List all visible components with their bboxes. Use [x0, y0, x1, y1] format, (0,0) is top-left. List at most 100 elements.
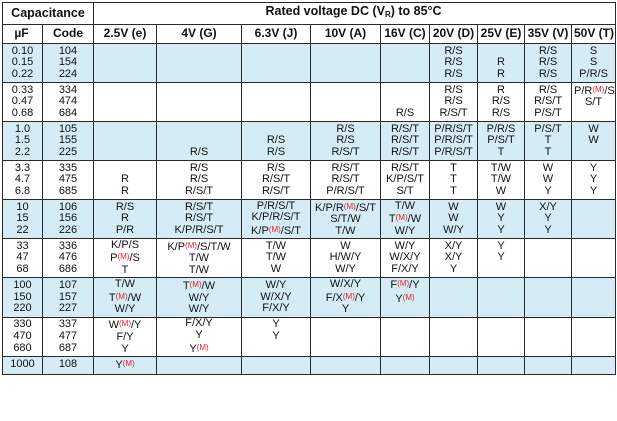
case-size-cell: R/S R/S R/S: [524, 43, 572, 83]
table-row: 1000 108 Y(M): [2, 355, 617, 375]
cell-line: R/S: [444, 44, 463, 57]
code-cell: 335 475 685: [42, 160, 94, 200]
cell-line: R/S: [189, 161, 209, 174]
code-cell: 334 474 684: [42, 82, 94, 122]
cell-line: [574, 343, 613, 355]
cell-line: [527, 303, 569, 315]
cell-line: Y: [121, 342, 129, 355]
cell-line: P/R/S/T: [326, 184, 365, 197]
cell-line: W(M)/Y: [108, 319, 142, 332]
cell-line: [159, 108, 239, 120]
cell-line: R/S: [266, 134, 286, 147]
cell-line: Y(M): [395, 292, 415, 305]
capacitance-value-cell: 330 470 680: [2, 316, 43, 357]
cell-line: 477: [58, 329, 78, 342]
mark-indicator: (M): [196, 342, 209, 352]
cell-line: [96, 108, 154, 120]
code-cell: 105 155 225: [42, 121, 94, 161]
rated-voltage-header: Rated voltage DC (VR) to 85°C: [92, 2, 617, 25]
capacitance-voltage-table: Capacitance Rated voltage DC (VR) to 85°…: [2, 2, 617, 375]
cell-line: T/W: [394, 199, 416, 212]
case-size-cell: P/R/S/T K/P/R/S/T K/P(M)/S/T: [241, 199, 311, 239]
cell-line: F/X(M)/Y: [325, 291, 366, 304]
case-size-cell: [156, 82, 242, 122]
code-cell: 106 156 226: [42, 199, 94, 239]
cell-line: 104: [58, 44, 78, 57]
mark-indicator: (M): [342, 291, 355, 301]
table-row: 33 47 68 336 476 686 K/P/S P(M)/S T K/P(M)/S/T/W T…: [2, 238, 617, 278]
cell-line: [159, 359, 239, 371]
voltage-column-header: 50V (T): [570, 24, 617, 44]
cell-line: R/S: [444, 56, 463, 69]
voltage-column-header: 25V (E): [477, 24, 525, 44]
capacitance-value-cell: 3.3 4.7 6.8: [2, 160, 43, 200]
case-size-cell: [310, 355, 381, 375]
cell-line: 684: [58, 106, 78, 119]
cell-line: T: [450, 184, 457, 197]
cell-line: Y: [589, 184, 598, 197]
case-size-cell: R/S: [156, 121, 242, 161]
cell-line: R/S: [538, 56, 558, 69]
cell-line: W: [448, 200, 459, 213]
cell-line: S: [589, 56, 598, 69]
cell-line: T/W: [188, 263, 210, 276]
cell-line: R/S: [266, 161, 286, 174]
cell-line: 0.15: [11, 56, 34, 69]
case-size-cell: [93, 82, 157, 122]
capacitance-header: Capacitance: [2, 2, 94, 25]
mark-indicator: (M): [122, 359, 135, 369]
cell-line: R/S: [336, 134, 355, 147]
case-size-cell: [524, 238, 572, 278]
case-size-cell: [477, 277, 525, 318]
cell-line: R/S: [538, 67, 558, 80]
code-cell: 336 476 686: [42, 238, 94, 278]
cell-line: R/S: [395, 106, 415, 119]
cell-line: T(M)/W: [182, 280, 216, 292]
case-size-cell: [524, 316, 572, 357]
case-size-cell: R R/S R/S: [477, 82, 525, 122]
cell-line: [244, 108, 308, 120]
cell-line: R/S: [444, 83, 463, 96]
cell-line: F/X/Y: [391, 262, 419, 275]
cell-line: R/S: [266, 145, 286, 158]
cell-line: [313, 331, 378, 343]
cell-line: S/T: [584, 96, 603, 109]
capacitance-table-body: 0.10 0.15 0.22 104 154 224 R/S R/S R/S R R R/S R/S…: [2, 43, 617, 375]
cell-line: S/T: [396, 184, 414, 197]
cell-line: R/S: [491, 106, 511, 119]
cell-line: K/P/S: [110, 238, 140, 251]
cell-line: K/P(M)/S/T/W: [167, 240, 231, 253]
cell-line: 227: [58, 302, 78, 315]
cell-line: [527, 331, 569, 343]
cell-line: 68: [16, 262, 29, 275]
table-row: 0.33 0.47 0.68 334 474 684 R/S R/S R/S R/S/T R R/S…: [2, 82, 617, 122]
case-size-cell: R/S R/S: [241, 121, 311, 161]
cell-line: R/S/T: [184, 212, 214, 225]
cell-line: R/S: [336, 122, 355, 135]
cell-line: T: [121, 263, 129, 276]
cell-line: F/Y: [116, 330, 134, 343]
cell-line: [480, 264, 522, 276]
mark-indicator: (M): [117, 252, 130, 262]
cell-line: W/Y: [188, 291, 210, 304]
cell-line: P/S/T: [487, 134, 515, 147]
table-row: 1.0 1.5 2.2 105 155 225 R/S R/S R/S R/S R/S R/S/T…: [2, 121, 617, 161]
cell-line: [480, 343, 522, 355]
cell-line: [480, 280, 522, 292]
cell-line: Y: [544, 223, 552, 236]
cell-line: W: [495, 184, 507, 197]
cell-line: P(M)/S: [110, 252, 140, 265]
cell-line: T/W: [114, 278, 136, 290]
cell-line: S/T/W: [330, 213, 361, 226]
table-row: 10 15 22 106 156 226 R/S R P/R R/S/T R/S/T K/P/R/S/…: [2, 199, 617, 239]
code-cell: 108: [42, 355, 94, 375]
cell-line: Y(M): [189, 342, 209, 355]
cell-line: T(M)/W: [388, 213, 422, 226]
capacitance-value-cell: 1.0 1.5 2.2: [2, 121, 43, 161]
cell-line: R/S/T: [261, 184, 291, 197]
cell-line: [313, 69, 378, 81]
cell-line: [574, 147, 613, 159]
cell-line: P/R/S/T: [256, 199, 296, 212]
